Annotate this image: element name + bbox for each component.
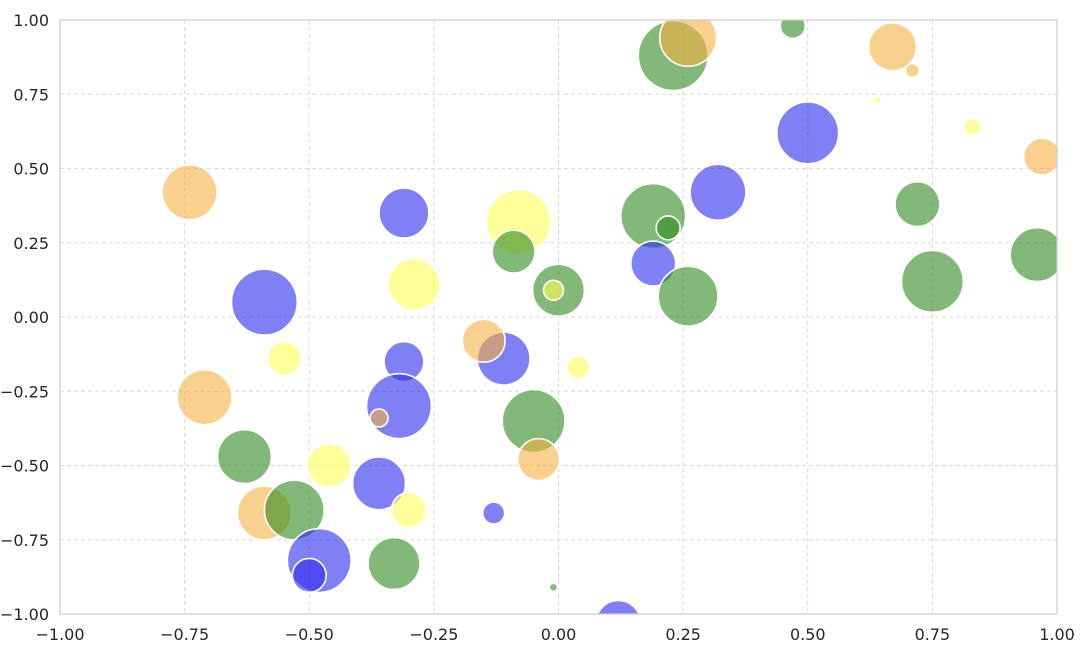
y-tick-label: 1.00 — [13, 11, 49, 30]
x-tick-label: 0.25 — [665, 625, 701, 644]
bubble-point — [776, 101, 840, 165]
bubble-point — [629, 240, 677, 287]
bubble-point — [596, 599, 640, 614]
bubble-point — [779, 20, 807, 40]
x-tick-label: −1.00 — [35, 625, 84, 644]
x-tick-label: −0.50 — [285, 625, 334, 644]
bubble-point — [867, 22, 918, 72]
bubble-point — [1009, 226, 1057, 283]
bubble-point — [351, 456, 407, 511]
y-tick-label: 0.50 — [13, 160, 49, 179]
bubble-point — [230, 268, 299, 336]
bubble-point — [387, 257, 441, 312]
bubble-point — [1022, 137, 1057, 176]
bubble-point — [216, 428, 273, 485]
y-tick-label: 0.75 — [13, 85, 49, 104]
bubble-point — [542, 279, 565, 302]
bubble-point — [658, 20, 718, 68]
x-tick-label: 1.00 — [1039, 625, 1075, 644]
bubble-point — [962, 117, 982, 137]
y-tick-label: −1.00 — [0, 605, 49, 624]
x-tick-label: 0.00 — [541, 625, 577, 644]
bubble-point — [461, 318, 506, 363]
bubble-point — [365, 372, 433, 440]
bubbles — [161, 20, 1057, 614]
bubble-point — [894, 180, 941, 228]
y-tick-label: −0.25 — [0, 382, 49, 401]
bubble-point — [481, 501, 506, 525]
bubble-point — [872, 95, 883, 105]
bubble-point — [369, 408, 389, 428]
bubble-point — [266, 340, 303, 377]
x-tick-label: 0.75 — [915, 625, 951, 644]
bubble-point — [161, 164, 218, 221]
bubble-point — [367, 536, 421, 591]
bubble-point — [657, 265, 719, 327]
bubble-point — [516, 437, 561, 482]
bubble-point — [378, 187, 430, 239]
bubble-point — [491, 229, 536, 274]
y-tick-label: 0.25 — [13, 234, 49, 253]
y-tick-label: −0.75 — [0, 531, 49, 550]
y-tick-label: 0.00 — [13, 308, 49, 327]
bubble-point — [655, 215, 681, 241]
bubble-point — [306, 442, 352, 489]
bubble-point — [548, 582, 559, 593]
x-tick-label: 0.50 — [790, 625, 826, 644]
bubble-point — [620, 182, 687, 250]
y-tick-label: −0.50 — [0, 457, 49, 476]
bubble-point — [291, 557, 327, 594]
bubble-point — [176, 368, 233, 426]
grid — [59, 19, 1058, 615]
x-axis-tick-labels: −1.00 −0.75 −0.50 −0.25 0.00 0.25 0.50 0.75 1.00 — [35, 625, 1074, 644]
bubble-point — [904, 62, 921, 79]
bubble-point — [900, 249, 965, 314]
x-tick-label: −0.75 — [160, 625, 209, 644]
bubble-point — [689, 163, 747, 221]
x-tick-label: −0.25 — [409, 625, 458, 644]
y-axis-tick-labels: −1.00 −0.75 −0.50 −0.25 0.00 0.25 0.50 0.75 1.00 — [0, 11, 49, 624]
bubble-point — [390, 491, 428, 529]
bubble-point — [566, 355, 591, 380]
plot-frame — [59, 19, 1058, 615]
